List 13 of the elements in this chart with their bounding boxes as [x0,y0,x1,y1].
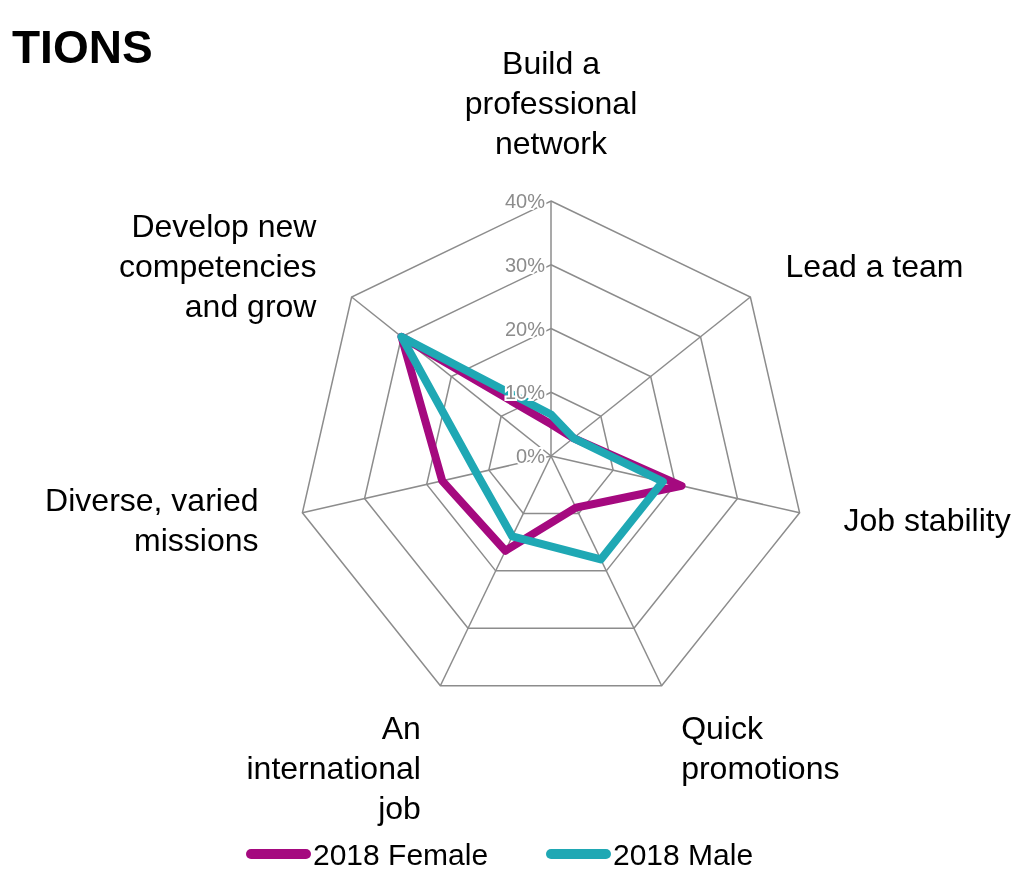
spoke-label: Quick promotions [681,710,840,787]
y-tick-label: 30% [504,253,546,276]
y-tick-label: 40% [504,190,546,212]
spoke-label: Diverse, varied missions [45,482,259,559]
chart-title: TIONS [12,21,153,73]
y-tick-label: 20% [504,317,546,340]
spoke-label: Develop new competencies and grow [119,208,318,325]
legend-label: 2018 Male [613,837,754,871]
spoke-label: Lead a team [785,248,964,285]
spoke-label: Build a professional network [464,45,638,162]
spoke-label: An international job [246,710,421,827]
spoke-label: Job stability [843,502,1011,539]
legend-label: 2018 Female [313,837,489,871]
